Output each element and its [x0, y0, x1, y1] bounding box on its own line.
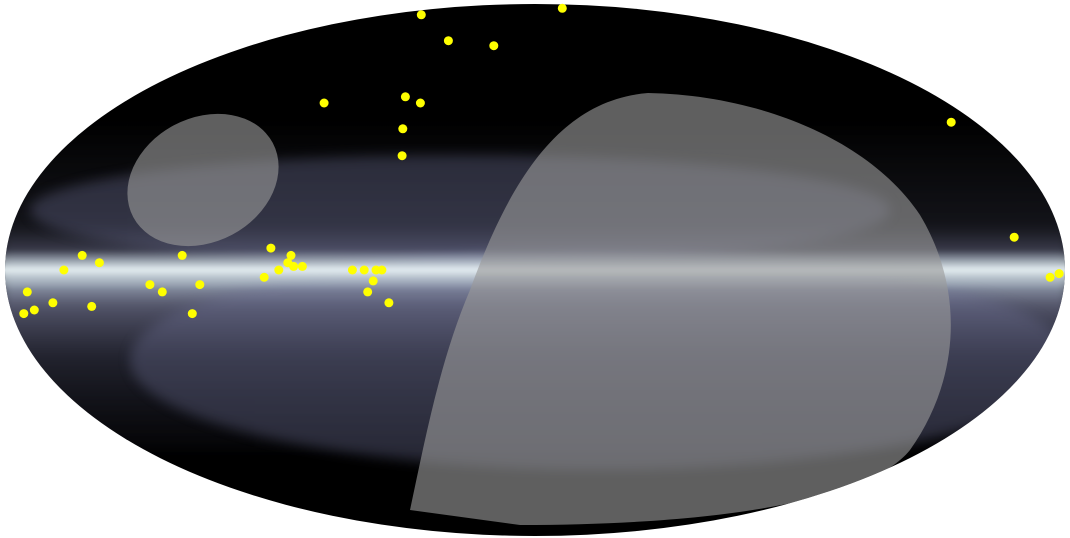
source-marker	[19, 309, 29, 319]
source-marker	[87, 301, 97, 311]
source-marker	[259, 272, 269, 282]
source-marker	[416, 10, 426, 20]
source-marker	[368, 276, 378, 286]
source-marker	[286, 250, 296, 260]
source-marker	[266, 243, 276, 253]
source-marker	[415, 98, 425, 108]
source-marker	[94, 258, 104, 268]
source-marker	[557, 3, 567, 13]
source-marker	[384, 298, 394, 308]
source-marker	[187, 309, 197, 319]
source-marker	[289, 261, 299, 271]
source-marker	[397, 151, 407, 161]
source-marker	[1009, 232, 1019, 242]
source-marker	[359, 265, 369, 275]
source-marker	[443, 36, 453, 46]
source-marker	[489, 41, 499, 51]
source-marker	[177, 250, 187, 260]
source-marker	[297, 261, 307, 271]
source-marker	[377, 265, 387, 275]
source-marker	[77, 250, 87, 260]
source-marker	[347, 265, 357, 275]
source-marker	[1054, 269, 1064, 279]
source-marker	[22, 287, 32, 297]
source-marker	[400, 92, 410, 102]
source-marker	[1045, 272, 1055, 282]
source-marker	[145, 280, 155, 290]
source-marker	[274, 265, 284, 275]
source-marker	[319, 98, 329, 108]
sources-layer	[19, 3, 1064, 319]
source-marker	[946, 117, 956, 127]
source-marker	[59, 265, 69, 275]
source-marker	[363, 287, 373, 297]
source-marker	[48, 298, 58, 308]
large-exclusion-region	[410, 93, 951, 525]
source-marker	[29, 305, 39, 315]
small-exclusion-region	[127, 113, 279, 247]
source-marker	[398, 124, 408, 134]
source-marker	[195, 280, 205, 290]
source-marker	[157, 287, 167, 297]
